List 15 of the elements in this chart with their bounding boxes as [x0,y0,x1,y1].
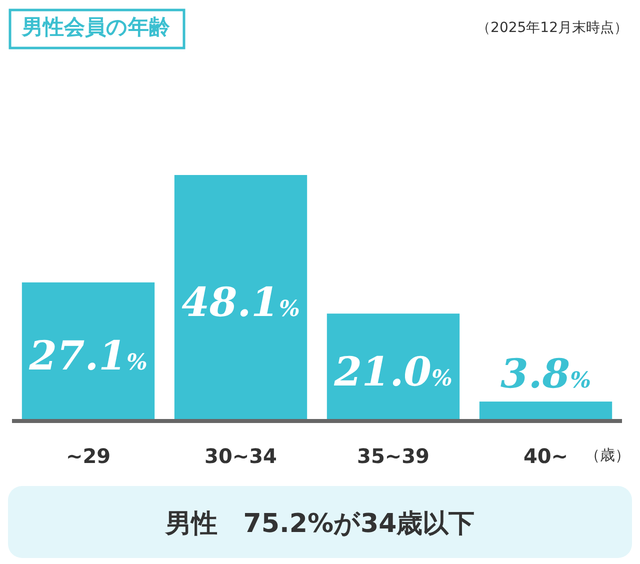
chart-title: 男性会員の年齢 [21,15,171,39]
data-label: 21.0% [333,348,453,396]
bar [22,282,155,421]
x-tick-label: 35~39 [357,444,430,468]
chart-subtitle: （2025年12月末時点） [476,20,628,36]
text: 男性 75.2%が34歳以下 [164,509,475,539]
data-label: 27.1% [28,332,148,380]
x-tick-label: 30~34 [204,444,277,468]
x-axis-title: （歳） [585,446,630,464]
bar [174,175,308,421]
x-tick-label: ~29 [66,444,111,468]
bar [479,402,612,421]
data-label: 3.8% [500,350,592,398]
x-tick-label: 40~ [523,444,568,468]
data-label: 48.1% [182,279,300,326]
